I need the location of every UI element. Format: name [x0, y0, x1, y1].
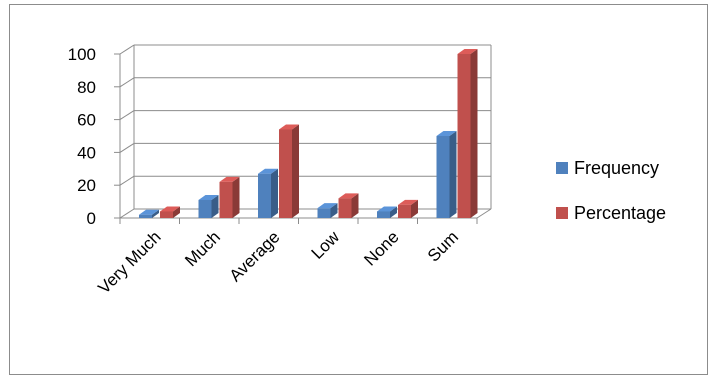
bar	[258, 173, 271, 218]
bar-side	[173, 206, 180, 218]
legend: Frequency Percentage	[556, 158, 666, 223]
x-tick-label: Sum	[424, 227, 462, 265]
bar	[219, 181, 233, 218]
y-tick-label: 100	[68, 45, 96, 64]
bar	[457, 54, 471, 218]
x-tick-label: None	[360, 227, 402, 269]
legend-label: Percentage	[574, 203, 666, 223]
bar-top	[338, 193, 359, 199]
y-axis-tick-labels: 0 20 40 60 80 100	[68, 45, 96, 228]
x-axis-tick-labels: Very Much Much Average Low None Sum	[94, 227, 462, 298]
bar-side	[411, 199, 418, 218]
gridline-diagonal	[119, 175, 135, 186]
gridline-diagonal	[119, 77, 135, 88]
bar-top	[160, 206, 180, 212]
bar-side	[271, 168, 278, 218]
bar-side	[449, 131, 457, 218]
bar-top	[258, 168, 278, 174]
bars	[139, 49, 478, 218]
legend-swatch	[556, 207, 568, 219]
bar-top	[279, 124, 299, 130]
x-tick-label: Low	[308, 227, 344, 263]
axes	[114, 53, 492, 224]
gridline-diagonal	[119, 110, 135, 121]
bar-top	[139, 209, 159, 215]
bar-side	[390, 206, 397, 218]
bar-side	[351, 193, 359, 218]
bar	[398, 204, 411, 218]
bar-side	[470, 49, 478, 218]
bar-side	[211, 194, 219, 218]
x-tick-label: Much	[181, 227, 224, 270]
legend-swatch	[556, 162, 568, 174]
y-tick-label: 80	[77, 78, 96, 97]
gridline-diagonal	[119, 142, 135, 153]
bar-side	[232, 176, 240, 218]
y-tick-label: 40	[77, 143, 96, 162]
bar-side	[330, 203, 338, 218]
bar	[317, 208, 331, 218]
bar-top	[377, 206, 397, 212]
bar-side	[292, 124, 299, 218]
bar-top	[219, 176, 240, 182]
chart-frame	[9, 4, 708, 375]
y-tick-label: 0	[87, 209, 96, 228]
y-tick-label: 20	[77, 176, 96, 195]
gridlines	[119, 44, 491, 219]
bar	[139, 214, 152, 218]
legend-label: Frequency	[574, 158, 659, 178]
bar-top	[436, 131, 457, 136]
bar	[377, 211, 390, 218]
bar	[160, 211, 173, 218]
x-tick-label: Very Much	[94, 227, 164, 297]
bar	[198, 199, 212, 218]
y-tick-label: 60	[77, 111, 96, 130]
bar-top	[198, 194, 219, 200]
bar	[338, 198, 352, 218]
floor-right-edge	[476, 208, 492, 219]
bar	[279, 129, 292, 218]
bar	[436, 136, 450, 218]
bar-top	[317, 203, 338, 209]
gridline-diagonal	[119, 44, 135, 55]
bar-top	[457, 49, 478, 54]
bar-side	[152, 209, 159, 218]
chart-walls	[133, 45, 492, 209]
gridline-diagonal	[119, 208, 135, 219]
bar-top	[398, 199, 418, 205]
x-tick-label: Average	[226, 227, 284, 285]
